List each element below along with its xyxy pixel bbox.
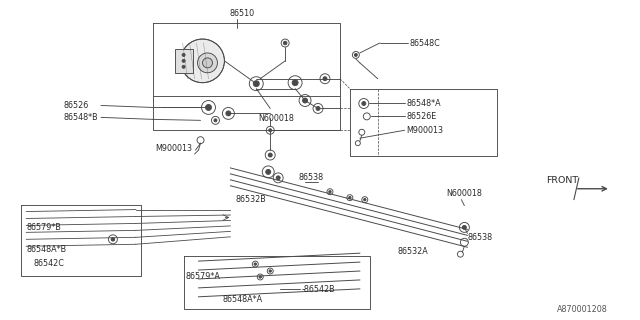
Circle shape: [259, 276, 262, 278]
Circle shape: [303, 98, 308, 103]
Circle shape: [182, 60, 185, 62]
Circle shape: [268, 153, 272, 157]
Circle shape: [364, 198, 366, 201]
Circle shape: [205, 105, 211, 110]
Circle shape: [316, 107, 320, 110]
Text: M900013: M900013: [406, 126, 444, 135]
FancyBboxPatch shape: [175, 49, 193, 73]
Circle shape: [182, 65, 185, 68]
Text: N600018: N600018: [447, 189, 483, 198]
Text: 86532A: 86532A: [397, 247, 428, 256]
Text: 86532B: 86532B: [236, 195, 266, 204]
Circle shape: [349, 196, 351, 199]
Text: 86542C: 86542C: [33, 259, 64, 268]
Circle shape: [362, 101, 366, 106]
Circle shape: [111, 237, 115, 241]
Circle shape: [269, 270, 271, 272]
Text: M900013: M900013: [156, 144, 193, 153]
Text: 86548*A: 86548*A: [406, 99, 441, 108]
Circle shape: [329, 190, 331, 193]
Circle shape: [292, 80, 298, 86]
Text: 86548A*B: 86548A*B: [26, 245, 67, 254]
Text: 86548*B: 86548*B: [63, 113, 98, 122]
Text: N600018: N600018: [259, 114, 294, 123]
Text: 86548A*A: 86548A*A: [223, 295, 262, 304]
Circle shape: [202, 58, 212, 68]
Circle shape: [269, 129, 272, 132]
Circle shape: [462, 225, 467, 229]
Text: 86526: 86526: [63, 101, 88, 110]
Text: 86526E: 86526E: [406, 112, 437, 121]
Text: FRONT: FRONT: [546, 176, 578, 185]
Text: 86538: 86538: [298, 173, 323, 182]
Circle shape: [276, 176, 280, 180]
Circle shape: [214, 119, 217, 122]
Circle shape: [355, 53, 357, 56]
Circle shape: [266, 169, 271, 174]
Circle shape: [226, 111, 231, 116]
Text: A870001208: A870001208: [557, 305, 608, 314]
Circle shape: [254, 263, 257, 265]
Circle shape: [180, 39, 225, 83]
Text: -86542B: -86542B: [302, 285, 336, 294]
Circle shape: [323, 77, 327, 81]
Text: 86579*A: 86579*A: [186, 272, 220, 282]
Circle shape: [182, 53, 185, 56]
Text: 86548C: 86548C: [410, 38, 440, 48]
Text: 86510: 86510: [229, 9, 255, 18]
Circle shape: [253, 81, 259, 87]
Text: 86579*B: 86579*B: [26, 223, 61, 232]
Circle shape: [284, 41, 287, 45]
Text: 86538: 86538: [467, 233, 493, 242]
Circle shape: [198, 53, 218, 73]
